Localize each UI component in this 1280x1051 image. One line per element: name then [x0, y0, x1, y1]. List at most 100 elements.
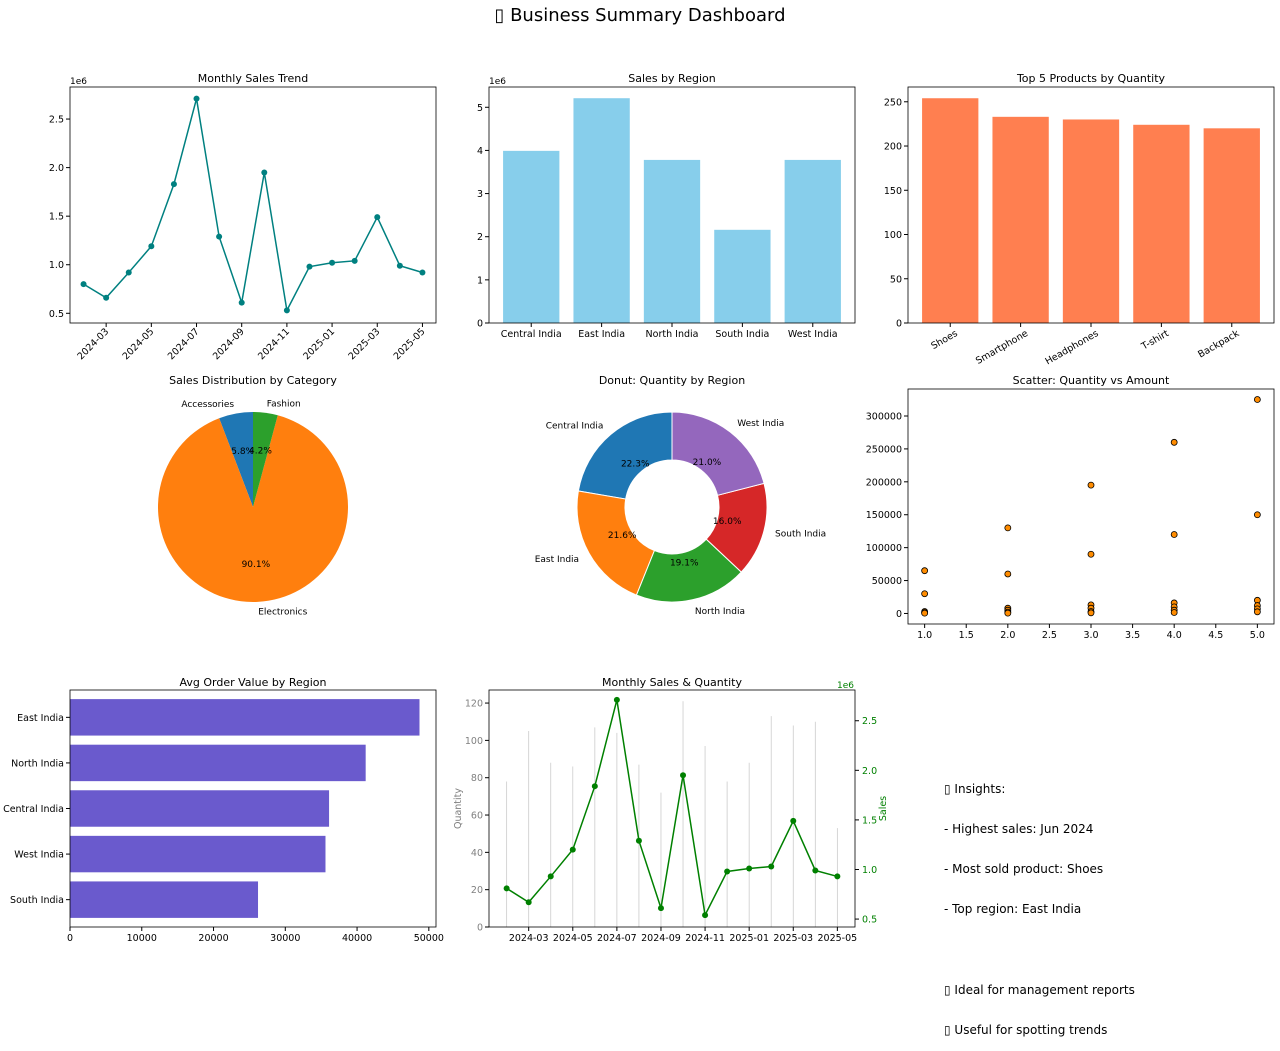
slice-label: South India	[775, 529, 826, 539]
x-tick-label: Backpack	[1196, 328, 1241, 361]
slice-percent: 5.8%	[231, 447, 254, 457]
insight-note: ▯ Ideal for management reports	[944, 982, 1135, 997]
data-point	[702, 912, 709, 919]
x-tick-label: 40000	[342, 933, 372, 944]
plot-frame	[907, 388, 1275, 625]
bar	[1133, 124, 1190, 323]
pie-slice	[157, 415, 348, 603]
x-tick-label: 20000	[198, 933, 228, 944]
slice-label: Fashion	[267, 399, 301, 409]
scatter-point	[1087, 609, 1095, 617]
data-point	[103, 294, 110, 301]
bar	[503, 150, 560, 323]
x-tick-label: 2025-03	[773, 933, 813, 944]
x-tick-label: 2024-03	[75, 326, 111, 362]
scatter-point	[1087, 550, 1095, 558]
slice-percent: 4.2%	[249, 446, 272, 456]
bar	[922, 98, 979, 323]
y-tick-label: 0	[896, 319, 902, 330]
x-tick-label: 2024-03	[509, 933, 549, 944]
data-point	[396, 262, 403, 269]
bar	[70, 790, 330, 827]
y-tick-label: 1.0	[49, 260, 64, 271]
y-tick-label: 5	[477, 103, 483, 114]
bar	[643, 159, 701, 323]
scatter-point	[1253, 608, 1261, 616]
scatter-point	[921, 590, 929, 598]
y-tick-label: Central India	[3, 804, 64, 815]
bar	[992, 116, 1049, 323]
x-tick-label: 2024-11	[256, 326, 292, 362]
data-point	[238, 299, 245, 306]
x-tick-label: 3.0	[1083, 630, 1098, 641]
y-tick-label: 120	[465, 699, 483, 710]
x-tick-label: 2024-11	[685, 933, 725, 944]
y-axis-label: Quantity	[453, 788, 464, 829]
pie-slice	[253, 412, 278, 507]
data-point	[170, 181, 177, 188]
plot-frame	[488, 689, 856, 928]
y-tick-label: 0	[477, 923, 483, 934]
dashboard-title: ▯ Business Summary Dashboard	[494, 5, 785, 26]
y2-tick-label: 2.5	[862, 716, 877, 727]
slice-label: East India	[535, 555, 579, 565]
avg-order-chart: Avg Order Value by Region East India North…	[3, 676, 444, 944]
chart-title: Scatter: Quantity vs Amount	[1013, 374, 1170, 387]
chart-title: Sales by Region	[628, 72, 715, 85]
category-pie-chart: Sales Distribution by Category Accessorie…	[157, 374, 348, 617]
x-tick-label: Central India	[501, 329, 562, 340]
x-tick-label: 5.0	[1250, 630, 1265, 641]
x-tick-label: 0	[67, 933, 73, 944]
x-tick-label: Shoes	[929, 328, 959, 352]
donut-slice	[671, 411, 765, 496]
sales-region-chart: Sales by Region 1e6 Central India East Indi…	[477, 72, 856, 340]
data-point	[216, 233, 223, 240]
insight-line: - Top region: East India	[944, 902, 1082, 917]
donut-slice	[635, 538, 742, 603]
y-tick-label: 250	[884, 97, 902, 108]
y-tick-label: 60	[471, 811, 483, 822]
bar	[714, 229, 771, 323]
slice-percent: 21.6%	[608, 531, 637, 541]
x-tick-label: T-shirt	[1139, 328, 1171, 353]
chart-title: Monthly Sales Trend	[198, 72, 308, 85]
insight-line: - Highest sales: Jun 2024	[944, 822, 1094, 837]
y-tick-label: 50000	[872, 576, 902, 587]
data-point	[657, 905, 664, 912]
y-tick-label: 2.5	[49, 115, 64, 126]
bar	[573, 98, 630, 323]
monthly-trend-chart: Monthly Sales Trend 1e6 0.5 1.0 1.5 2.0 2.5 202…	[49, 72, 437, 362]
data-point	[724, 868, 731, 875]
y-tick-label: 1.5	[49, 212, 64, 223]
scatter-point	[1170, 438, 1178, 446]
x-tick-label: Smartphone	[974, 328, 1030, 367]
bar	[1062, 119, 1120, 324]
data-point	[525, 899, 532, 906]
y2-tick-label: 2.0	[862, 766, 877, 777]
x-tick-label: 2024-05	[121, 326, 157, 362]
donut-slice	[577, 411, 673, 500]
slice-percent: 22.3%	[621, 459, 650, 469]
x-tick-label: Headphones	[1043, 328, 1100, 367]
chart-title: Donut: Quantity by Region	[599, 374, 745, 387]
data-point	[351, 257, 358, 264]
scatter-point	[921, 609, 929, 617]
scatter-point	[1004, 524, 1012, 532]
y2-tick-label: 0.5	[862, 915, 877, 926]
y-tick-label: West India	[14, 850, 64, 861]
chart-title: Monthly Sales & Quantity	[602, 676, 742, 689]
scatter-point	[1170, 531, 1178, 538]
y-tick-label: 0.5	[49, 309, 64, 320]
x-tick-label: 1.0	[917, 630, 932, 641]
y-tick-label: 150	[884, 186, 902, 197]
y2-tick-label: 1.0	[862, 865, 877, 876]
data-point	[591, 783, 598, 790]
data-point	[635, 837, 642, 844]
x-tick-label: 1.5	[959, 630, 974, 641]
x-tick-label: 2024-05	[553, 933, 593, 944]
x-tick-label: 4.5	[1208, 630, 1223, 641]
x-tick-label: 30000	[270, 933, 300, 944]
y-tick-label: East India	[17, 713, 64, 724]
y-tick-label: 1	[477, 275, 483, 286]
y-tick-label: 2	[477, 232, 483, 243]
